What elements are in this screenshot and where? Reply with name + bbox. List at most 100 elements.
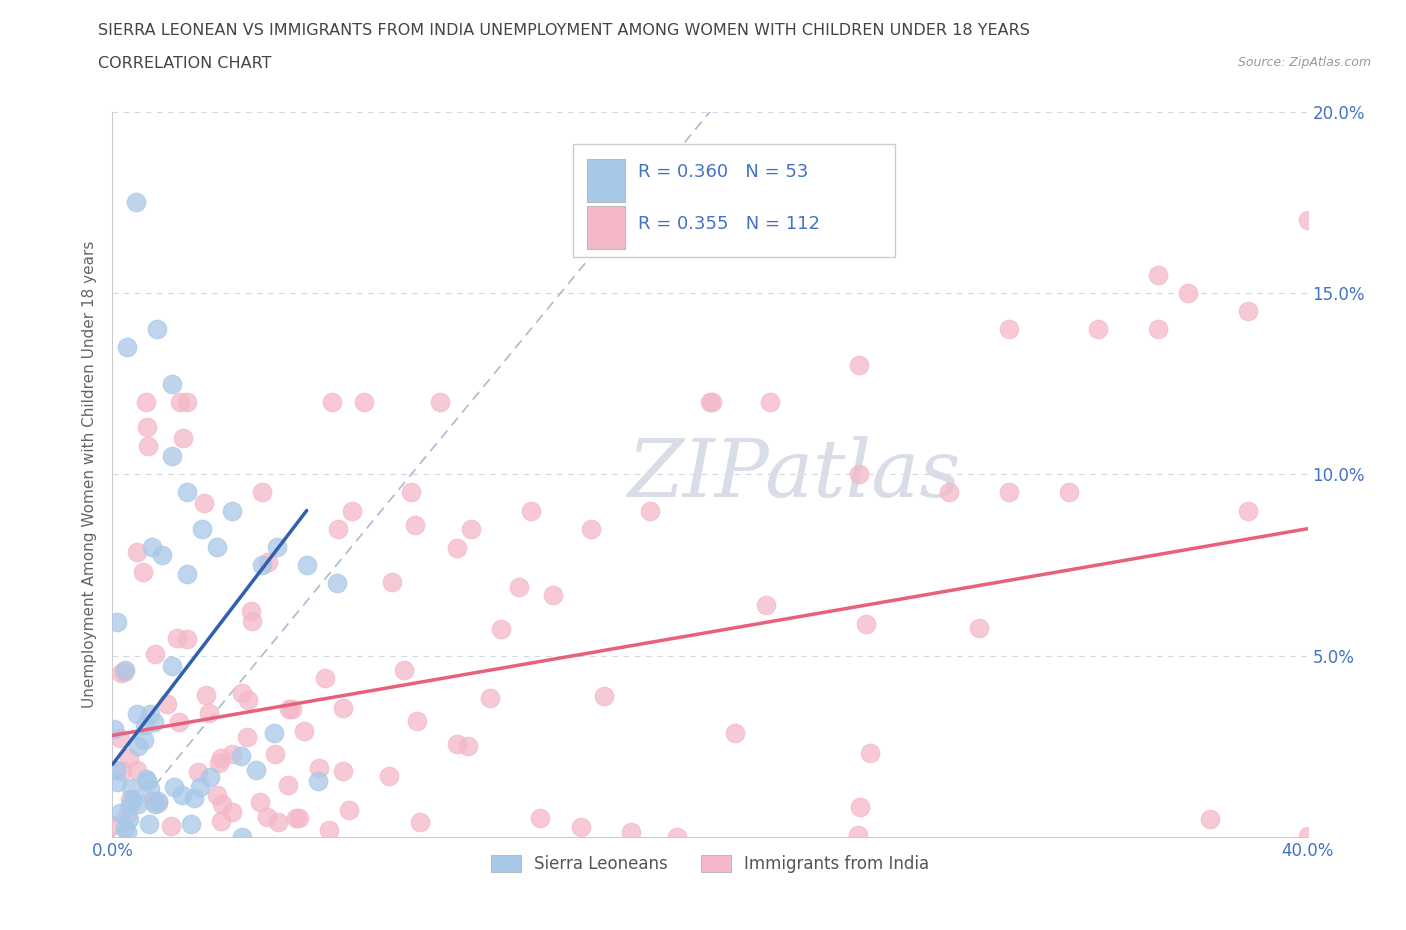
Point xyxy=(138,817,160,831)
Point xyxy=(249,794,271,809)
Point xyxy=(105,615,128,630)
Point xyxy=(162,377,183,392)
Point xyxy=(176,485,198,500)
Point xyxy=(166,631,188,646)
Point xyxy=(848,828,870,843)
Point xyxy=(135,772,157,787)
Point xyxy=(404,518,426,533)
Point xyxy=(103,722,125,737)
Point xyxy=(1296,213,1319,228)
Point xyxy=(1177,286,1199,300)
Point xyxy=(125,195,148,210)
Point xyxy=(115,808,138,823)
Point xyxy=(209,751,232,765)
Point xyxy=(141,539,163,554)
Point xyxy=(295,558,318,573)
Point xyxy=(156,697,179,711)
Point xyxy=(211,797,233,812)
Point xyxy=(231,830,253,844)
Point xyxy=(143,796,166,811)
Text: R = 0.355   N = 112: R = 0.355 N = 112 xyxy=(638,215,820,233)
Point xyxy=(314,671,336,685)
Point xyxy=(340,503,363,518)
Point xyxy=(326,522,349,537)
Point xyxy=(699,394,721,409)
Point xyxy=(117,340,139,355)
Point xyxy=(724,725,747,740)
Point xyxy=(318,822,340,837)
Point xyxy=(125,544,148,559)
FancyBboxPatch shape xyxy=(572,144,896,257)
Point xyxy=(125,707,148,722)
Point xyxy=(146,322,169,337)
Point xyxy=(281,701,304,716)
Point xyxy=(121,791,143,806)
FancyBboxPatch shape xyxy=(586,206,626,249)
Point xyxy=(353,394,375,409)
Point xyxy=(108,731,131,746)
FancyBboxPatch shape xyxy=(586,159,626,203)
Point xyxy=(114,662,136,677)
Point xyxy=(111,764,134,778)
Point xyxy=(1087,322,1109,337)
Point xyxy=(292,724,315,738)
Point xyxy=(142,794,165,809)
Point xyxy=(205,539,228,554)
Point xyxy=(148,794,170,809)
Text: R = 0.360   N = 53: R = 0.360 N = 53 xyxy=(638,163,808,180)
Point xyxy=(702,394,724,409)
Point xyxy=(191,521,214,536)
Point xyxy=(127,796,149,811)
Point xyxy=(569,819,592,834)
Point xyxy=(221,747,243,762)
Point xyxy=(136,419,159,434)
Text: Source: ZipAtlas.com: Source: ZipAtlas.com xyxy=(1237,56,1371,69)
Point xyxy=(167,715,190,730)
Point xyxy=(120,781,142,796)
Point xyxy=(256,809,278,824)
Point xyxy=(640,503,662,518)
Point xyxy=(207,755,229,770)
Point xyxy=(520,503,543,518)
Point xyxy=(257,554,280,569)
Point xyxy=(235,729,257,744)
Point xyxy=(277,777,299,792)
Point xyxy=(332,700,354,715)
Point xyxy=(114,665,136,680)
Point xyxy=(136,773,159,788)
Point xyxy=(1199,812,1222,827)
Text: ZIPatlas: ZIPatlas xyxy=(627,435,960,513)
Point xyxy=(108,805,131,820)
Point xyxy=(127,763,149,777)
Point xyxy=(406,713,429,728)
Point xyxy=(221,804,243,819)
Point xyxy=(118,797,141,812)
Point xyxy=(307,774,329,789)
Point xyxy=(998,485,1021,500)
Point xyxy=(162,449,183,464)
Point xyxy=(139,781,162,796)
Point xyxy=(938,485,960,500)
Point xyxy=(620,824,643,839)
Point xyxy=(110,665,132,680)
Point xyxy=(1147,322,1170,337)
Point xyxy=(172,431,194,445)
Point xyxy=(176,394,198,409)
Point xyxy=(848,800,870,815)
Point xyxy=(250,485,273,500)
Point xyxy=(1057,485,1080,500)
Point xyxy=(115,825,138,840)
Point xyxy=(285,811,308,826)
Point xyxy=(139,707,162,722)
Point xyxy=(288,810,311,825)
Point xyxy=(579,521,602,536)
Point xyxy=(401,485,423,500)
Point xyxy=(998,322,1021,337)
Point xyxy=(479,691,502,706)
Point xyxy=(1147,268,1170,283)
Point xyxy=(409,815,432,830)
Point xyxy=(136,439,159,454)
Point xyxy=(105,775,128,790)
Point xyxy=(859,746,882,761)
Point xyxy=(105,763,128,777)
